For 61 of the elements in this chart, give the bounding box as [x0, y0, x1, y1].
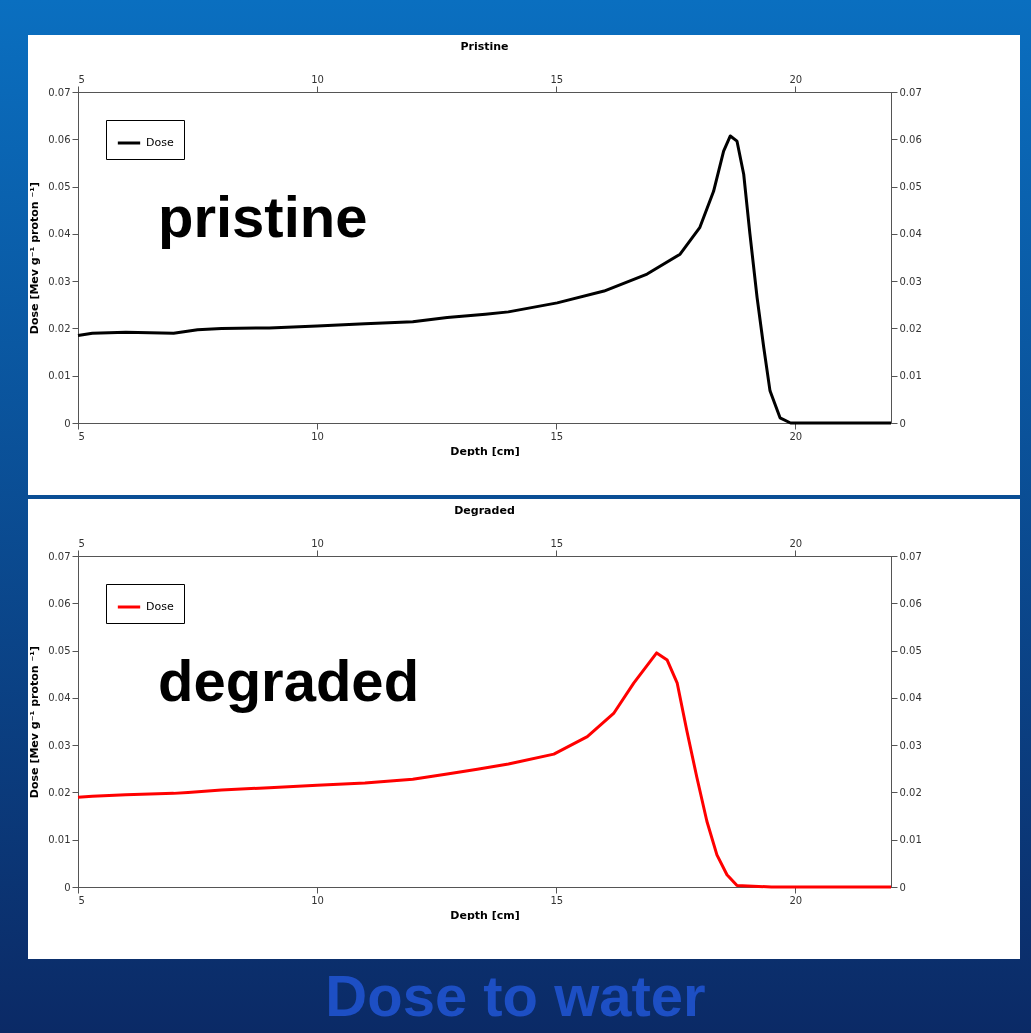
y2-tick-label: 0.04 [899, 228, 922, 240]
y2-tick-label: 0.07 [899, 86, 922, 98]
legend-label: Dose [146, 136, 174, 149]
x2-tick-label: 20 [789, 73, 803, 85]
x-tick-label: 20 [789, 430, 803, 442]
annotation: degraded [158, 648, 420, 713]
y2-tick-label: 0 [899, 881, 906, 893]
x-tick-label: 10 [311, 894, 324, 906]
y-tick-label: 0.02 [48, 322, 71, 334]
y2-tick-label: 0.05 [899, 181, 922, 193]
x-axis-title: Depth [cm] [450, 908, 520, 922]
y-axis-title: Dose [Mev g⁻¹ proton ⁻¹] [28, 181, 42, 335]
x-tick-label: 15 [550, 430, 564, 442]
y-tick-label: 0.06 [48, 597, 71, 609]
y-tick-label: 0.01 [48, 834, 71, 846]
x2-tick-label: 10 [311, 73, 324, 85]
y-tick-label: 0.06 [48, 133, 71, 145]
x2-tick-label: 5 [78, 537, 85, 549]
y2-tick-label: 0.01 [899, 370, 922, 382]
y-tick-label: 0.03 [48, 275, 71, 287]
line-series [76, 651, 893, 889]
annotation: pristine [158, 184, 368, 249]
x-axis-title: Depth [cm] [450, 444, 520, 458]
y-tick-label: 0.05 [48, 181, 71, 193]
y2-tick-label: 0.06 [899, 597, 922, 609]
x-tick-label: 5 [78, 430, 85, 442]
y2-tick-label: 0.06 [899, 133, 922, 145]
x2-tick-label: 15 [550, 537, 564, 549]
x2-tick-label: 10 [311, 537, 324, 549]
y-tick-label: 0.01 [48, 370, 71, 382]
y-tick-label: 0.03 [48, 739, 71, 751]
y2-tick-label: 0.02 [899, 786, 922, 798]
y2-tick-label: 0.01 [899, 834, 922, 846]
y2-tick-label: 0.03 [899, 275, 922, 287]
y2-tick-label: 0.02 [899, 322, 922, 334]
y2-tick-label: 0.03 [899, 739, 922, 751]
y-tick-label: 0.07 [48, 86, 71, 98]
x-tick-label: 5 [78, 894, 85, 906]
y2-tick-label: 0.04 [899, 692, 922, 704]
x-tick-label: 15 [550, 894, 564, 906]
text: Dose to water [324, 962, 707, 1029]
y-tick-label: 0 [64, 881, 71, 893]
line-series [76, 134, 893, 425]
y2-tick-label: 0.07 [899, 550, 922, 562]
y-tick-label: 0.04 [48, 228, 71, 240]
y-tick-label: 0.02 [48, 786, 71, 798]
chart-title: Degraded [454, 504, 515, 517]
y2-tick-label: 0 [899, 417, 906, 429]
y-axis-title: Dose [Mev g⁻¹ proton ⁻¹] [28, 645, 42, 799]
x2-tick-label: 20 [789, 537, 803, 549]
chart-title: Pristine [460, 40, 509, 53]
y2-tick-label: 0.05 [899, 645, 922, 657]
x-tick-label: 20 [789, 894, 803, 906]
y-tick-label: 0.04 [48, 692, 71, 704]
legend-label: Dose [146, 600, 174, 613]
x2-tick-label: 5 [78, 73, 85, 85]
y-tick-label: 0 [64, 417, 71, 429]
y-tick-label: 0.05 [48, 645, 71, 657]
x-tick-label: 10 [311, 430, 324, 442]
x2-tick-label: 15 [550, 73, 564, 85]
y-tick-label: 0.07 [48, 550, 71, 562]
